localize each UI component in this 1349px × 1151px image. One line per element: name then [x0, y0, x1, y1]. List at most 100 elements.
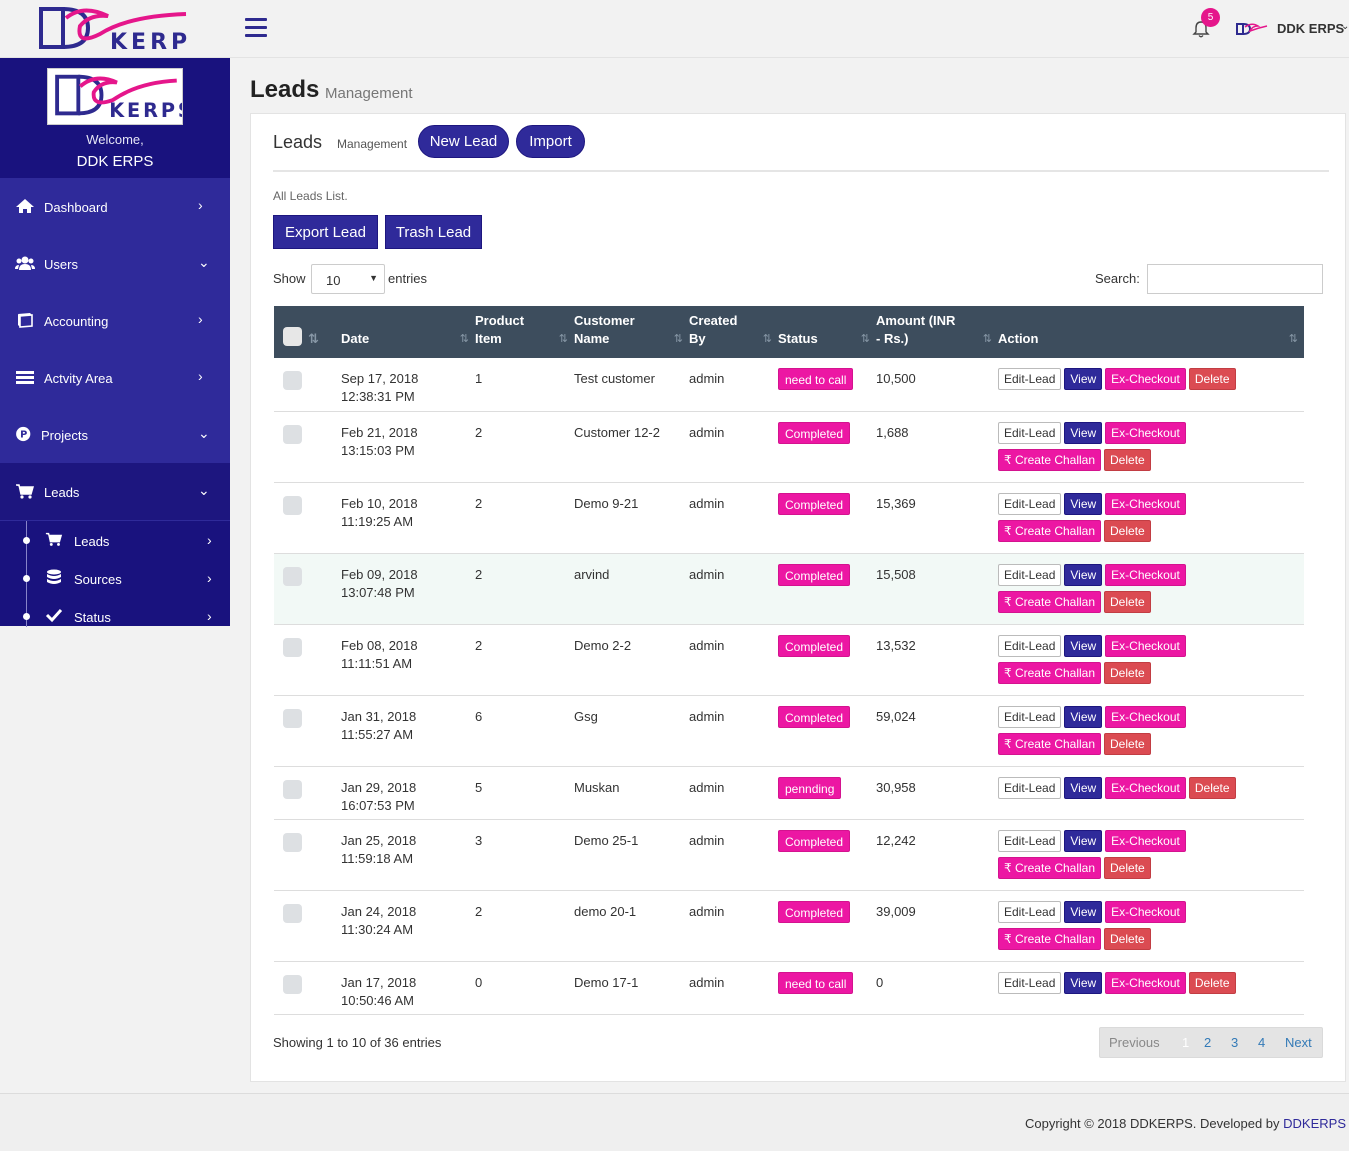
- create-challan-button[interactable]: ₹ Create Challan: [998, 590, 1102, 613]
- column-header-action[interactable]: Action ⇅: [998, 306, 1304, 358]
- row-checkbox[interactable]: [283, 832, 302, 852]
- view-button[interactable]: View: [1064, 900, 1103, 923]
- new-lead-button[interactable]: New Lead: [418, 125, 509, 158]
- edit-lead-button[interactable]: Edit-Lead: [998, 563, 1062, 586]
- delete-button[interactable]: Delete: [1104, 856, 1151, 879]
- row-checkbox[interactable]: [283, 566, 302, 586]
- delete-button[interactable]: Delete: [1188, 368, 1236, 390]
- view-button[interactable]: View: [1064, 421, 1103, 444]
- view-button[interactable]: View: [1064, 563, 1103, 586]
- entries-select[interactable]: 10 ▼: [311, 264, 385, 294]
- view-button[interactable]: View: [1064, 492, 1103, 515]
- edit-lead-button[interactable]: Edit-Lead: [998, 492, 1062, 515]
- view-button[interactable]: View: [1064, 776, 1103, 799]
- chevron-down-icon[interactable]: ⌄: [1341, 21, 1349, 32]
- delete-button[interactable]: Delete: [1104, 519, 1151, 542]
- ex-checkout-button[interactable]: Ex-Checkout: [1105, 368, 1186, 390]
- delete-button[interactable]: Delete: [1104, 661, 1151, 684]
- edit-lead-button[interactable]: Edit-Lead: [998, 368, 1062, 390]
- date-text: Jan 24, 2018: [341, 903, 417, 919]
- sidebar-subitem-sources[interactable]: Sources ›: [0, 559, 230, 597]
- page-4-button[interactable]: 4: [1258, 1035, 1266, 1050]
- create-challan-button[interactable]: ₹ Create Challan: [998, 856, 1102, 879]
- column-header-amount[interactable]: Amount (INR - Rs.) ⇅: [876, 306, 998, 358]
- sidebar-item-dashboard[interactable]: Dashboard ›: [0, 178, 230, 235]
- sidebar-subitem-status[interactable]: Status ›: [0, 597, 230, 635]
- sidebar-subitem-leads[interactable]: Leads ›: [0, 521, 230, 559]
- sidebar-item-leads[interactable]: Leads ⌄: [0, 463, 230, 520]
- footer-link[interactable]: DDKERPS: [1283, 1116, 1346, 1131]
- sidebar-item-accounting[interactable]: Accounting ›: [0, 292, 230, 349]
- create-challan-button[interactable]: ₹ Create Challan: [998, 519, 1102, 542]
- ex-checkout-button[interactable]: Ex-Checkout: [1105, 829, 1186, 852]
- ex-checkout-button[interactable]: Ex-Checkout: [1105, 971, 1186, 994]
- user-avatar[interactable]: [1236, 22, 1268, 36]
- row-checkbox[interactable]: [283, 637, 302, 657]
- column-header-customer[interactable]: Customer Name ⇅: [574, 306, 689, 358]
- create-challan-button[interactable]: ₹ Create Challan: [998, 732, 1102, 755]
- row-select-cell: [274, 553, 308, 625]
- edit-lead-button[interactable]: Edit-Lead: [998, 829, 1062, 852]
- row-select-cell: [274, 482, 308, 554]
- ex-checkout-button[interactable]: Ex-Checkout: [1105, 492, 1186, 515]
- page-3-button[interactable]: 3: [1231, 1035, 1239, 1050]
- delete-button[interactable]: Delete: [1104, 732, 1151, 755]
- page-2-button[interactable]: 2: [1204, 1035, 1212, 1050]
- edit-lead-button[interactable]: Edit-Lead: [998, 776, 1062, 799]
- view-button[interactable]: View: [1064, 368, 1103, 390]
- row-checkbox[interactable]: [283, 495, 302, 515]
- page-1-button[interactable]: 1: [1182, 1035, 1190, 1050]
- sidebar-item-users[interactable]: Users ⌄: [0, 235, 230, 292]
- row-checkbox[interactable]: [283, 424, 302, 444]
- create-challan-button[interactable]: ₹ Create Challan: [998, 448, 1102, 471]
- delete-button[interactable]: Delete: [1188, 971, 1236, 994]
- trash-lead-button[interactable]: Trash Lead: [385, 215, 482, 249]
- table-row: Feb 09, 2018 13:07:48 PM 2 arvind admin Compl…: [274, 553, 1304, 625]
- view-button[interactable]: View: [1064, 971, 1103, 994]
- column-header-product[interactable]: Product Item ⇅: [475, 306, 574, 358]
- delete-button[interactable]: Delete: [1188, 776, 1236, 799]
- column-header-date[interactable]: Date ⇅: [341, 306, 475, 358]
- row-checkbox[interactable]: [283, 779, 302, 799]
- ex-checkout-button[interactable]: Ex-Checkout: [1105, 705, 1186, 728]
- sidebar-item-projects[interactable]: P Projects ⌄: [0, 406, 230, 463]
- row-checkbox[interactable]: [283, 708, 302, 728]
- delete-button[interactable]: Delete: [1104, 927, 1151, 950]
- edit-lead-button[interactable]: Edit-Lead: [998, 421, 1062, 444]
- ex-checkout-button[interactable]: Ex-Checkout: [1105, 421, 1186, 444]
- delete-button[interactable]: Delete: [1104, 448, 1151, 471]
- column-header-created-by[interactable]: Created By ⇅: [689, 306, 778, 358]
- export-lead-button[interactable]: Export Lead: [273, 215, 378, 249]
- view-button[interactable]: View: [1064, 634, 1103, 657]
- delete-button[interactable]: Delete: [1104, 590, 1151, 613]
- previous-page-button[interactable]: Previous: [1109, 1035, 1160, 1050]
- customer-cell: Demo 17-1: [574, 961, 689, 1015]
- ex-checkout-button[interactable]: Ex-Checkout: [1105, 563, 1186, 586]
- ddkerps-logo[interactable]: KERPS: [38, 6, 188, 54]
- ex-checkout-button[interactable]: Ex-Checkout: [1105, 776, 1186, 799]
- row-checkbox[interactable]: [283, 903, 302, 923]
- menu-toggle-icon[interactable]: [245, 18, 267, 38]
- edit-lead-button[interactable]: Edit-Lead: [998, 705, 1062, 728]
- search-input[interactable]: [1147, 264, 1323, 294]
- create-challan-button[interactable]: ₹ Create Challan: [998, 927, 1102, 950]
- sort-order-header[interactable]: ⇅: [308, 306, 341, 358]
- ex-checkout-button[interactable]: Ex-Checkout: [1105, 634, 1186, 657]
- row-checkbox[interactable]: [283, 371, 302, 390]
- row-checkbox[interactable]: [283, 974, 302, 994]
- user-name[interactable]: DDK ERPS: [1277, 21, 1345, 36]
- column-header-status[interactable]: Status ⇅: [778, 306, 876, 358]
- select-all-checkbox[interactable]: [283, 327, 302, 346]
- table-row: Jan 31, 2018 11:55:27 AM 6 Gsg admin Complete…: [274, 695, 1304, 767]
- notification-badge[interactable]: 5: [1201, 8, 1220, 27]
- edit-lead-button[interactable]: Edit-Lead: [998, 900, 1062, 923]
- create-challan-button[interactable]: ₹ Create Challan: [998, 661, 1102, 684]
- sidebar-item-activity-area[interactable]: Actvity Area ›: [0, 349, 230, 406]
- ex-checkout-button[interactable]: Ex-Checkout: [1105, 900, 1186, 923]
- import-button[interactable]: Import: [516, 125, 585, 158]
- edit-lead-button[interactable]: Edit-Lead: [998, 971, 1062, 994]
- edit-lead-button[interactable]: Edit-Lead: [998, 634, 1062, 657]
- view-button[interactable]: View: [1064, 705, 1103, 728]
- next-page-button[interactable]: Next: [1285, 1035, 1312, 1050]
- view-button[interactable]: View: [1064, 829, 1103, 852]
